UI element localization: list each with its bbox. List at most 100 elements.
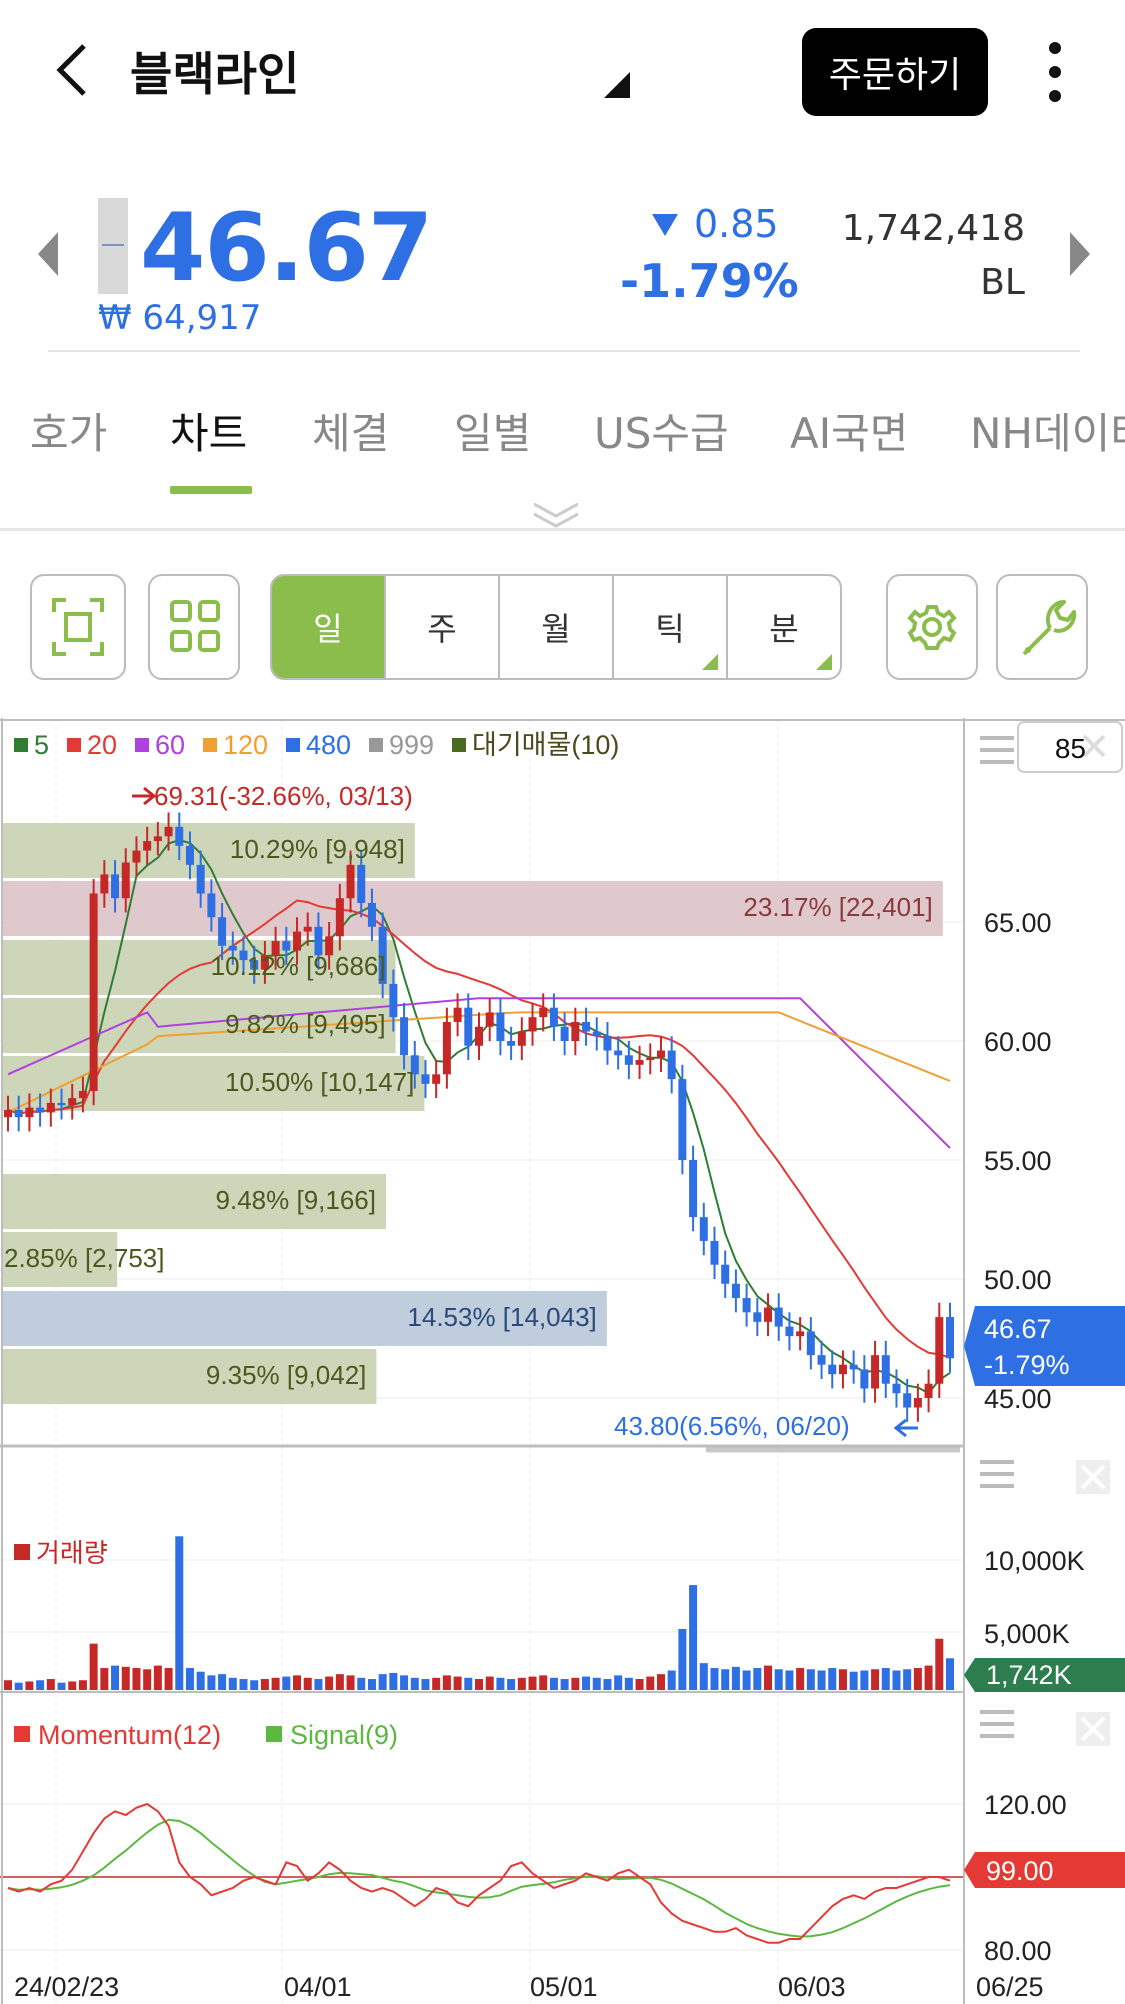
momentum-legend-label: Momentum(12) — [38, 1720, 221, 1750]
candle — [485, 1012, 494, 1027]
volume-bar — [881, 1668, 890, 1690]
volume-bar — [25, 1681, 34, 1690]
price-axis-label: 60.00 — [984, 1027, 1052, 1057]
volume-bar — [592, 1677, 601, 1690]
prev-stock-arrow-icon[interactable] — [38, 232, 58, 276]
volume-bar — [903, 1669, 912, 1690]
volume-bar — [485, 1676, 494, 1690]
close-icon[interactable] — [1076, 1460, 1110, 1494]
stock-dropdown-icon[interactable] — [604, 72, 630, 98]
volume-bar — [742, 1670, 751, 1690]
expand-chevron-icon[interactable] — [528, 498, 584, 532]
candle — [667, 1050, 676, 1080]
legend-label-5: 999 — [389, 730, 434, 760]
fullscreen-icon — [52, 598, 104, 656]
period-minute[interactable]: 분 — [726, 576, 840, 678]
count-value: 85 — [1055, 733, 1086, 764]
volume-bar — [453, 1676, 462, 1690]
tools-button[interactable] — [996, 574, 1088, 680]
ma60-line — [7, 997, 951, 1149]
candle — [913, 1398, 922, 1408]
more-menu-icon[interactable] — [1040, 42, 1070, 102]
tab-us-flow[interactable]: US수급 — [594, 409, 729, 458]
volume-bar — [646, 1676, 655, 1690]
legend-swatch — [135, 738, 149, 752]
candle — [646, 1057, 655, 1061]
candle — [282, 941, 291, 951]
candle — [143, 841, 152, 851]
supply-zone-bar — [2, 1291, 607, 1346]
panel-menu-icon[interactable] — [980, 1460, 1014, 1488]
candle — [828, 1364, 837, 1375]
candle — [742, 1298, 751, 1313]
supply-zone-bar — [2, 1349, 377, 1404]
volume-bar — [260, 1679, 269, 1690]
submenu-corner-icon — [702, 654, 718, 670]
chart-area[interactable]: 85 5 20 60 120 480 999 대기매물(10) 10.29% [9,948] 2… — [0, 718, 1125, 2004]
candle — [796, 1331, 805, 1337]
candle — [346, 864, 355, 899]
volume-bar — [346, 1675, 355, 1690]
candle — [111, 874, 120, 899]
volume-legend-swatch — [14, 1544, 30, 1560]
legend-label-6: 대기매물(10) — [472, 730, 619, 760]
candle — [592, 1031, 601, 1037]
count-input[interactable] — [1017, 721, 1123, 773]
candle — [153, 836, 162, 842]
candle — [239, 950, 248, 961]
panel-menu-icon[interactable] — [980, 736, 1014, 764]
trade-volume: 1,742,418 — [841, 208, 1025, 249]
back-chevron-icon[interactable] — [50, 40, 94, 100]
candle — [656, 1050, 665, 1058]
fullscreen-button[interactable] — [30, 574, 126, 680]
price-badge-value: 46.67 — [984, 1314, 1052, 1344]
volume-bar — [699, 1663, 708, 1690]
period-tick[interactable]: 틱 — [612, 576, 726, 678]
gear-icon — [907, 605, 957, 650]
tab-chart[interactable]: 차트 — [170, 409, 248, 458]
legend-swatch — [452, 738, 466, 752]
volume-bar — [228, 1677, 237, 1690]
layout-grid-button[interactable] — [148, 574, 240, 680]
x-axis-label: 04/01 — [284, 1972, 352, 2002]
volume-bar — [164, 1668, 173, 1690]
tab-trades[interactable]: 체결 — [312, 409, 390, 458]
volume-bar — [635, 1679, 644, 1690]
volume-bar — [100, 1668, 109, 1690]
period-monthly[interactable]: 월 — [498, 576, 612, 678]
volume-bar — [496, 1677, 505, 1690]
volume-bar — [721, 1669, 730, 1690]
tab-orderbook[interactable]: 호가 — [30, 409, 108, 458]
volume-bar — [678, 1629, 687, 1690]
signal-legend-swatch — [266, 1726, 282, 1742]
settings-button[interactable] — [886, 574, 978, 680]
wrench-icon — [1022, 600, 1077, 656]
x-axis-label: 24/02/23 — [14, 1972, 119, 2002]
volume-badge — [964, 1658, 1125, 1692]
period-daily[interactable]: 일 — [272, 576, 384, 678]
supply-zone-bar — [2, 881, 943, 936]
order-button[interactable]: 주문하기 — [802, 28, 988, 116]
stock-name-title[interactable]: 블랙라인 — [130, 47, 300, 101]
volume-bar — [871, 1669, 880, 1690]
tab-ai-phase[interactable]: AI국면 — [790, 409, 909, 458]
volume-bar — [689, 1585, 698, 1690]
volume-badge-value: 1,742K — [986, 1660, 1072, 1690]
tab-daily[interactable]: 일별 — [454, 409, 532, 458]
close-icon[interactable] — [1076, 1712, 1110, 1746]
tab-nh-data[interactable]: NH데이터 — [970, 409, 1125, 458]
panel-menu-icon[interactable] — [980, 1710, 1014, 1738]
volume-bar — [89, 1643, 98, 1690]
legend-label-3: 120 — [223, 730, 268, 760]
volume-axis-label: 5,000K — [984, 1619, 1070, 1649]
period-weekly[interactable]: 주 — [384, 576, 498, 678]
candle — [36, 1107, 45, 1113]
supply-zone-label: 10.50% [10,147] — [225, 1067, 414, 1097]
volume-bar — [946, 1658, 954, 1690]
candle — [453, 1007, 462, 1022]
candle — [78, 1090, 87, 1099]
volume-bar — [528, 1676, 537, 1690]
next-stock-arrow-icon[interactable] — [1070, 232, 1090, 276]
volume-bar — [153, 1665, 162, 1690]
candle — [603, 1036, 612, 1051]
